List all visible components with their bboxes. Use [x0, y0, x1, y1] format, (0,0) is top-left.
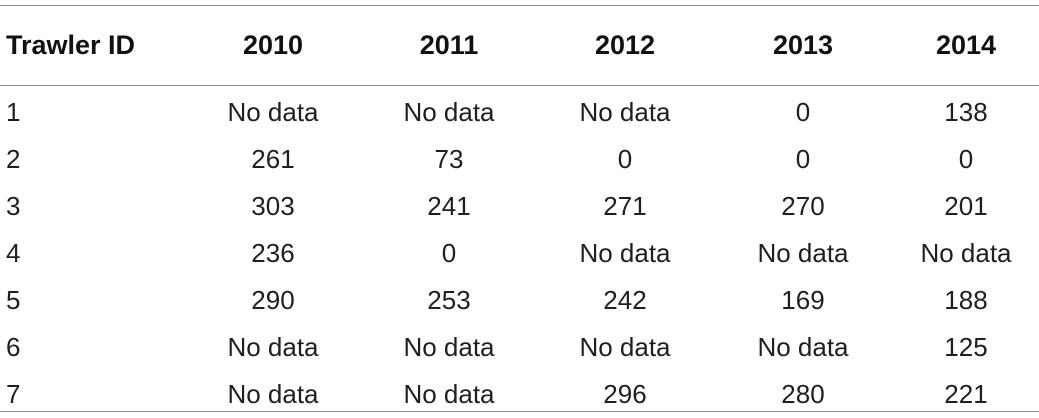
table-cell: 138: [944, 97, 988, 127]
table-cell: 0: [795, 97, 811, 127]
table-header-rule: [0, 85, 1039, 86]
table-cell: No data: [403, 97, 495, 127]
table-row: 5 290 253 242 169 188: [0, 277, 1039, 324]
table-cell: 188: [944, 285, 988, 315]
table-cell: 0: [617, 144, 633, 174]
table-cell: 253: [427, 285, 471, 315]
table-cell: 2: [6, 144, 21, 174]
table-header: Trawler ID 2010 2011 2012 2013 2014: [0, 6, 1039, 85]
column-header-2011: 2011: [419, 30, 479, 60]
table-row: 7 No data No data 296 280 221: [0, 371, 1039, 418]
table-cell: No data: [227, 332, 319, 362]
table-cell: 290: [251, 285, 295, 315]
table-cell: 5: [6, 285, 21, 315]
table-cell: No data: [757, 332, 849, 362]
column-header-2012: 2012: [594, 30, 656, 60]
table-top-rule: [0, 5, 1039, 6]
column-header-2010: 2010: [242, 30, 304, 60]
column-header-trawler-id: Trawler ID: [6, 30, 136, 60]
table-cell: 169: [781, 285, 825, 315]
table-cell: 271: [603, 191, 647, 221]
table-cell: 7: [6, 379, 21, 409]
table-cell: 296: [603, 379, 647, 409]
table-cell: No data: [579, 332, 671, 362]
table-cell: 0: [795, 144, 811, 174]
table-cell: 242: [603, 285, 647, 315]
table-cell: 73: [434, 144, 464, 174]
table-cell: No data: [920, 238, 1012, 268]
table-cell: 1: [6, 97, 21, 127]
table-cell: 6: [6, 332, 21, 362]
table-cell: No data: [579, 238, 671, 268]
table-row: 1 No data No data No data 0 138: [0, 85, 1039, 136]
table-cell: 270: [781, 191, 825, 221]
table-row: 4 236 0 No data No data No data: [0, 230, 1039, 277]
table-cell: No data: [227, 97, 319, 127]
table-cell: 303: [251, 191, 295, 221]
table-cell: 0: [958, 144, 974, 174]
table-cell: No data: [403, 379, 495, 409]
table-cell: No data: [579, 97, 671, 127]
table-cell: 221: [944, 379, 988, 409]
table-cell: No data: [227, 379, 319, 409]
table-cell: 201: [944, 191, 988, 221]
table-cell: 0: [441, 238, 457, 268]
trawler-table: Trawler ID 2010 2011 2012 2013 2014 1 No…: [0, 6, 1039, 418]
table-cell: 280: [781, 379, 825, 409]
table-cell: 3: [6, 191, 21, 221]
table-cell: No data: [403, 332, 495, 362]
table-row: 6 No data No data No data No data 125: [0, 324, 1039, 371]
table-cell: 261: [251, 144, 295, 174]
table-cell: 125: [944, 332, 988, 362]
table-body: 1 No data No data No data 0 138 2 261 73…: [0, 85, 1039, 418]
column-header-2013: 2013: [772, 30, 834, 60]
table-cell: No data: [757, 238, 849, 268]
table-cell: 4: [6, 238, 21, 268]
header-row: Trawler ID 2010 2011 2012 2013 2014: [0, 6, 1039, 85]
column-header-2014: 2014: [935, 30, 997, 60]
table-cell: 241: [427, 191, 471, 221]
table-row: 3 303 241 271 270 201: [0, 183, 1039, 230]
table-cell: 236: [251, 238, 295, 268]
table-row: 2 261 73 0 0 0: [0, 136, 1039, 183]
